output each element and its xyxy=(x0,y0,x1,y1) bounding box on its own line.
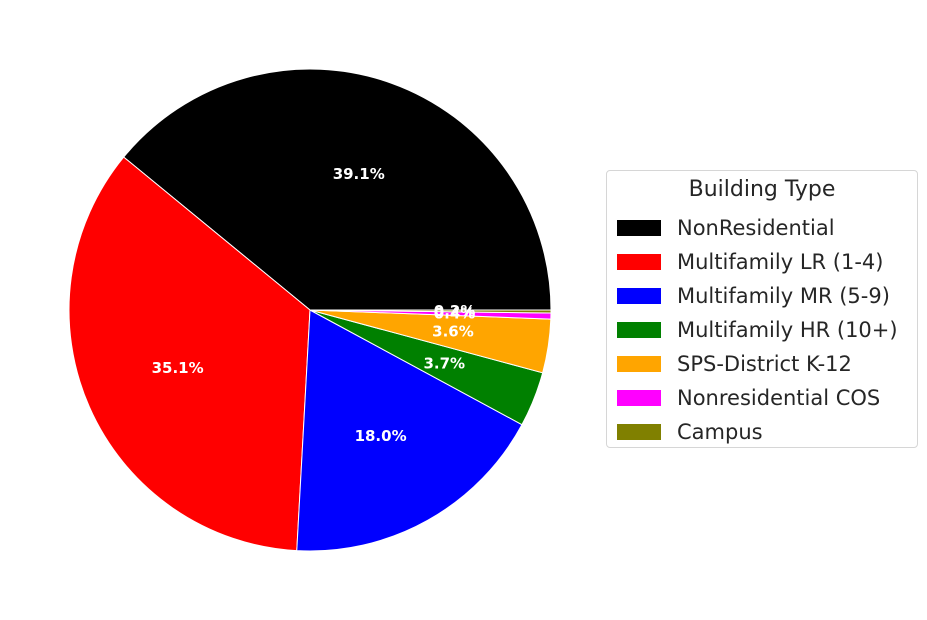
legend-item-sps-district: SPS-District K-12 xyxy=(617,347,898,381)
pie-labels: 39.1% 35.1% 18.0% 3.7% 3.6%0.4%0.2% xyxy=(152,165,476,445)
legend-item-nonresidential: NonResidential xyxy=(617,211,898,245)
slice-percent-label: 0.2% xyxy=(434,302,476,320)
legend-label: Multifamily HR (10+) xyxy=(677,318,898,342)
legend-label: SPS-District K-12 xyxy=(677,352,852,376)
legend-title: Building Type xyxy=(688,177,836,202)
slice-percent-label: 35.1% xyxy=(152,359,204,377)
legend-label: Nonresidential COS xyxy=(677,386,881,410)
slice-percent-label: 3.7% xyxy=(423,355,465,373)
legend-swatch xyxy=(617,322,661,338)
legend-label: Multifamily LR (1-4) xyxy=(677,250,884,274)
legend-swatch xyxy=(617,288,661,304)
legend-label: Multifamily MR (5-9) xyxy=(677,284,890,308)
slice-percent-label: 18.0% xyxy=(355,427,407,445)
legend-swatch xyxy=(617,390,661,406)
legend-item-campus: Campus xyxy=(617,415,898,449)
slice-percent-label: 39.1% xyxy=(333,165,385,183)
legend-label: Campus xyxy=(677,420,763,444)
legend-swatch xyxy=(617,356,661,372)
pie-slice xyxy=(309,309,552,314)
slice-percent-label: 0.4% xyxy=(434,305,476,323)
legend-swatch xyxy=(617,220,661,236)
legend-list: NonResidential Multifamily LR (1-4) Mult… xyxy=(617,211,898,449)
legend-item-multifamily-hr: Multifamily HR (10+) xyxy=(617,313,898,347)
legend-item-multifamily-lr: Multifamily LR (1-4) xyxy=(617,245,898,279)
legend-swatch xyxy=(617,424,661,440)
slice-percent-label: 3.6% xyxy=(432,323,474,341)
pie-slice xyxy=(296,309,523,552)
pie-slice xyxy=(123,68,552,311)
pie-slice xyxy=(68,156,311,552)
legend-item-nonresidential-cos: Nonresidential COS xyxy=(617,381,898,415)
legend-label: NonResidential xyxy=(677,216,835,240)
pie-slices xyxy=(68,68,552,552)
legend-item-multifamily-mr: Multifamily MR (5-9) xyxy=(617,279,898,313)
legend: Building Type NonResidential Multifamily… xyxy=(606,170,918,448)
legend-swatch xyxy=(617,254,661,270)
